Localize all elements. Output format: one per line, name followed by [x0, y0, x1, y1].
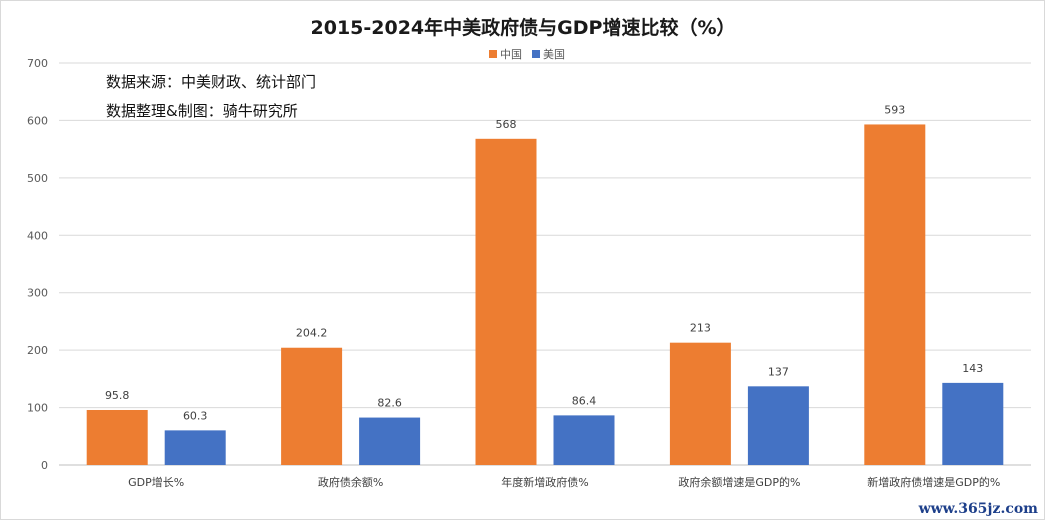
x-category-label: 年度新增政府债%: [501, 475, 588, 489]
data-label: 568: [496, 118, 517, 131]
bar-usa: [553, 415, 615, 465]
x-category-label: 政府债余额%: [318, 475, 383, 489]
x-category-label: 政府余额增速是GDP的%: [678, 475, 800, 489]
bar-usa: [359, 417, 421, 465]
y-tick-label: 100: [27, 402, 48, 415]
bar-china: [475, 138, 537, 465]
y-tick-label: 700: [27, 57, 48, 70]
y-tick-label: 200: [27, 344, 48, 357]
bar-china: [669, 342, 731, 465]
y-tick-label: 500: [27, 172, 48, 185]
data-label: 86.4: [572, 394, 597, 407]
data-label: 60.3: [183, 409, 208, 422]
y-tick-label: 400: [27, 229, 48, 242]
legend-swatch: [489, 50, 497, 58]
legend-swatch: [532, 50, 540, 58]
bar-china: [281, 347, 343, 465]
data-label: 204.2: [296, 327, 328, 340]
data-label: 82.6: [377, 397, 402, 410]
x-category-label: GDP增长%: [128, 475, 184, 489]
legend: 中国 美国: [489, 48, 565, 61]
chart-title: 2015-2024年中美政府债与GDP增速比较（%）: [311, 16, 736, 39]
data-label: 593: [884, 103, 905, 116]
data-label: 143: [962, 362, 983, 375]
y-tick-label: 300: [27, 287, 48, 300]
y-tick-label: 600: [27, 114, 48, 127]
bar-china: [864, 124, 926, 465]
y-tick-label: 0: [41, 459, 48, 472]
x-category-label: 新增政府债增速是GDP的%: [867, 475, 1000, 489]
bar-china: [86, 409, 148, 465]
bar-usa: [747, 386, 809, 465]
bar-usa: [942, 382, 1004, 465]
data-label: 95.8: [105, 389, 130, 402]
watermark: www.365jz.com: [918, 501, 1038, 517]
legend-label: 美国: [543, 48, 565, 61]
source-note: 数据来源：中美财政、统计部门: [106, 73, 317, 91]
legend-label: 中国: [500, 48, 522, 61]
bar-usa: [164, 430, 226, 465]
bars: [86, 124, 1004, 465]
data-label: 137: [768, 365, 789, 378]
labels: 0 100 200 300 400 500 600 700 95.8 60.3 GDP增长% 204.…: [27, 57, 1000, 489]
data-label: 213: [690, 322, 711, 335]
compiled-note: 数据整理&制图：骑牛研究所: [106, 102, 298, 120]
